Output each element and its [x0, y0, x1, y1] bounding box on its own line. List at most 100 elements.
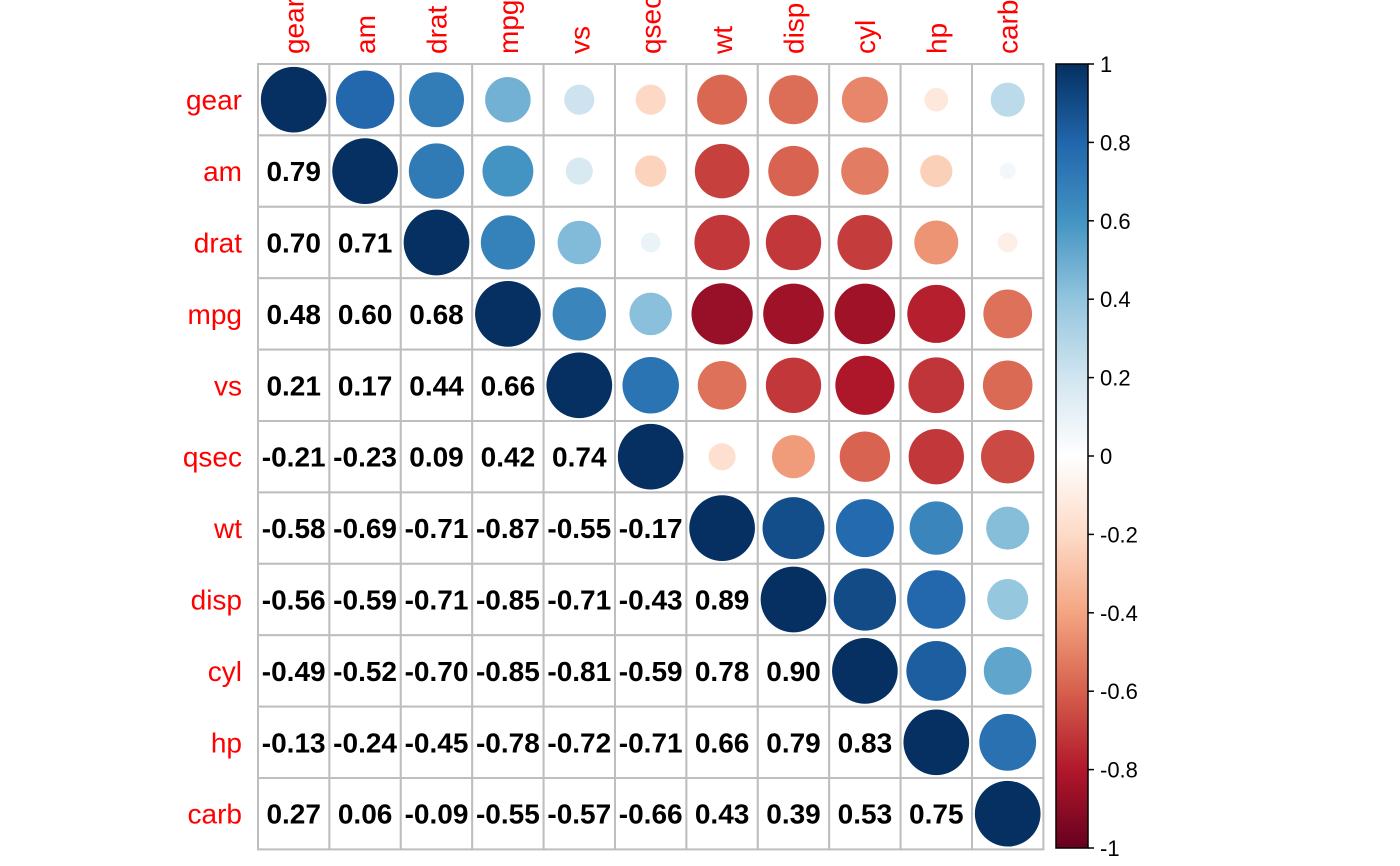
correlation-circle: [920, 155, 953, 188]
correlation-circle: [768, 75, 819, 125]
correlation-value: 0.06: [338, 799, 393, 830]
correlation-value: -0.87: [476, 513, 540, 544]
row-label: drat: [194, 228, 242, 259]
correlation-circle: [903, 709, 970, 776]
correlation-circle: [835, 355, 895, 415]
correlation-value: 0.90: [766, 656, 821, 687]
matrix-cell: [828, 777, 902, 851]
matrix-cell: [328, 562, 402, 637]
correlation-circle: [986, 506, 1030, 550]
correlation-circle: [409, 72, 464, 128]
column-label: qsec: [636, 0, 667, 54]
row-label: mpg: [188, 299, 242, 330]
correlation-circle: [837, 215, 893, 270]
row-label: wt: [213, 513, 242, 544]
correlation-value: 0.43: [695, 799, 750, 830]
matrix-cell: [756, 634, 831, 708]
correlation-circle: [909, 501, 963, 555]
colorbar-gradient: [1055, 63, 1089, 849]
correlation-circle: [924, 87, 949, 112]
correlation-value: -0.55: [476, 799, 540, 830]
matrix-cell: [399, 277, 474, 351]
correlation-circle: [841, 147, 889, 195]
correlation-circle: [408, 143, 465, 199]
correlation-value: -0.69: [333, 513, 397, 544]
matrix-cell: [257, 420, 331, 494]
colorbar-tick-label: 0.8: [1100, 130, 1131, 155]
correlation-circle: [634, 155, 667, 187]
correlation-circle: [403, 209, 470, 276]
correlation-value: 0.83: [838, 727, 893, 758]
matrix-cell: [471, 705, 545, 779]
matrix-cells: 0.79 0.70 0.71 0.48 0.60 0.68 0.21 0.17 0.44 0.66…: [257, 63, 1045, 851]
matrix-cell: [257, 348, 331, 423]
correlation-value: -0.55: [547, 513, 611, 544]
correlation-value: -0.85: [476, 585, 540, 616]
matrix-cell: [399, 634, 474, 708]
row-label: qsec: [183, 442, 242, 473]
matrix-cell: [756, 705, 831, 779]
correlation-circle: [694, 143, 750, 199]
correlation-circle: [771, 435, 816, 479]
row-label: am: [203, 156, 242, 187]
correlation-value: 0.71: [338, 228, 393, 259]
correlation-circle: [908, 357, 965, 414]
correlation-circle: [983, 646, 1032, 695]
correlation-value: -0.59: [333, 585, 397, 616]
row-labels: gear am drat mpg vs qsec wt disp cyl hp carb: [183, 85, 242, 830]
correlation-circle: [475, 281, 541, 347]
correlation-value: -0.71: [405, 585, 469, 616]
correlation-value: -0.43: [619, 585, 683, 616]
correlation-value: 0.17: [338, 370, 393, 401]
correlation-circle: [622, 357, 679, 414]
correlation-circle: [841, 76, 888, 123]
colorbar-tick-label: 1: [1100, 52, 1112, 77]
correlation-circle: [635, 84, 666, 115]
correlation-value: 0.75: [909, 799, 964, 830]
correlation-circle: [482, 145, 534, 197]
correlation-value: 0.42: [481, 442, 536, 473]
correlation-circle: [485, 76, 531, 123]
matrix-cell: [756, 777, 831, 851]
correlation-value: -0.57: [547, 799, 611, 830]
correlation-circle: [907, 570, 966, 629]
correlation-circle: [990, 82, 1025, 117]
colorbar-tick-label: -0.8: [1100, 758, 1138, 783]
correlation-value: 0.79: [766, 727, 821, 758]
matrix-cell: [542, 777, 616, 851]
colorbar-tick-label: -0.6: [1100, 679, 1138, 704]
matrix-cell: [471, 348, 545, 423]
correlation-value: -0.45: [405, 727, 469, 758]
correlation-value: 0.70: [266, 228, 321, 259]
correlation-value: 0.53: [838, 799, 893, 830]
matrix-cell: [971, 134, 1045, 208]
correlation-circle: [834, 283, 896, 345]
correlation-value: 0.21: [266, 370, 321, 401]
matrix-cell: [828, 705, 902, 779]
correlation-value: -0.56: [262, 585, 326, 616]
correlation-value: -0.59: [619, 656, 683, 687]
colorbar-tick-label: 0.2: [1100, 366, 1131, 391]
colorbar-tick-label: -1: [1100, 836, 1120, 861]
correlation-value: -0.71: [547, 585, 611, 616]
correlation-value: -0.09: [405, 799, 469, 830]
colorbar-tick-label: -0.4: [1100, 601, 1138, 626]
matrix-cell: [471, 420, 545, 494]
matrix-cell: [614, 491, 688, 565]
row-label: carb: [188, 799, 242, 830]
correlation-value: 0.79: [266, 156, 321, 187]
correlation-circle: [983, 289, 1033, 339]
matrix-cell: [399, 348, 474, 423]
correlation-value: -0.52: [333, 656, 397, 687]
correlation-circle: [260, 66, 327, 133]
matrix-cell: [257, 491, 331, 565]
correlation-circle: [907, 284, 966, 343]
matrix-cell: [471, 491, 545, 565]
correlation-circle: [999, 163, 1016, 180]
matrix-cell: [257, 134, 331, 208]
correlation-circle: [694, 214, 750, 271]
correlation-value: 0.48: [266, 299, 321, 330]
colorbar: 1 0.8 0.6 0.4 0.2 0 -0.2 -0.4 -0.6 -0.8 -1: [1055, 52, 1138, 861]
matrix-cell: [257, 562, 331, 637]
